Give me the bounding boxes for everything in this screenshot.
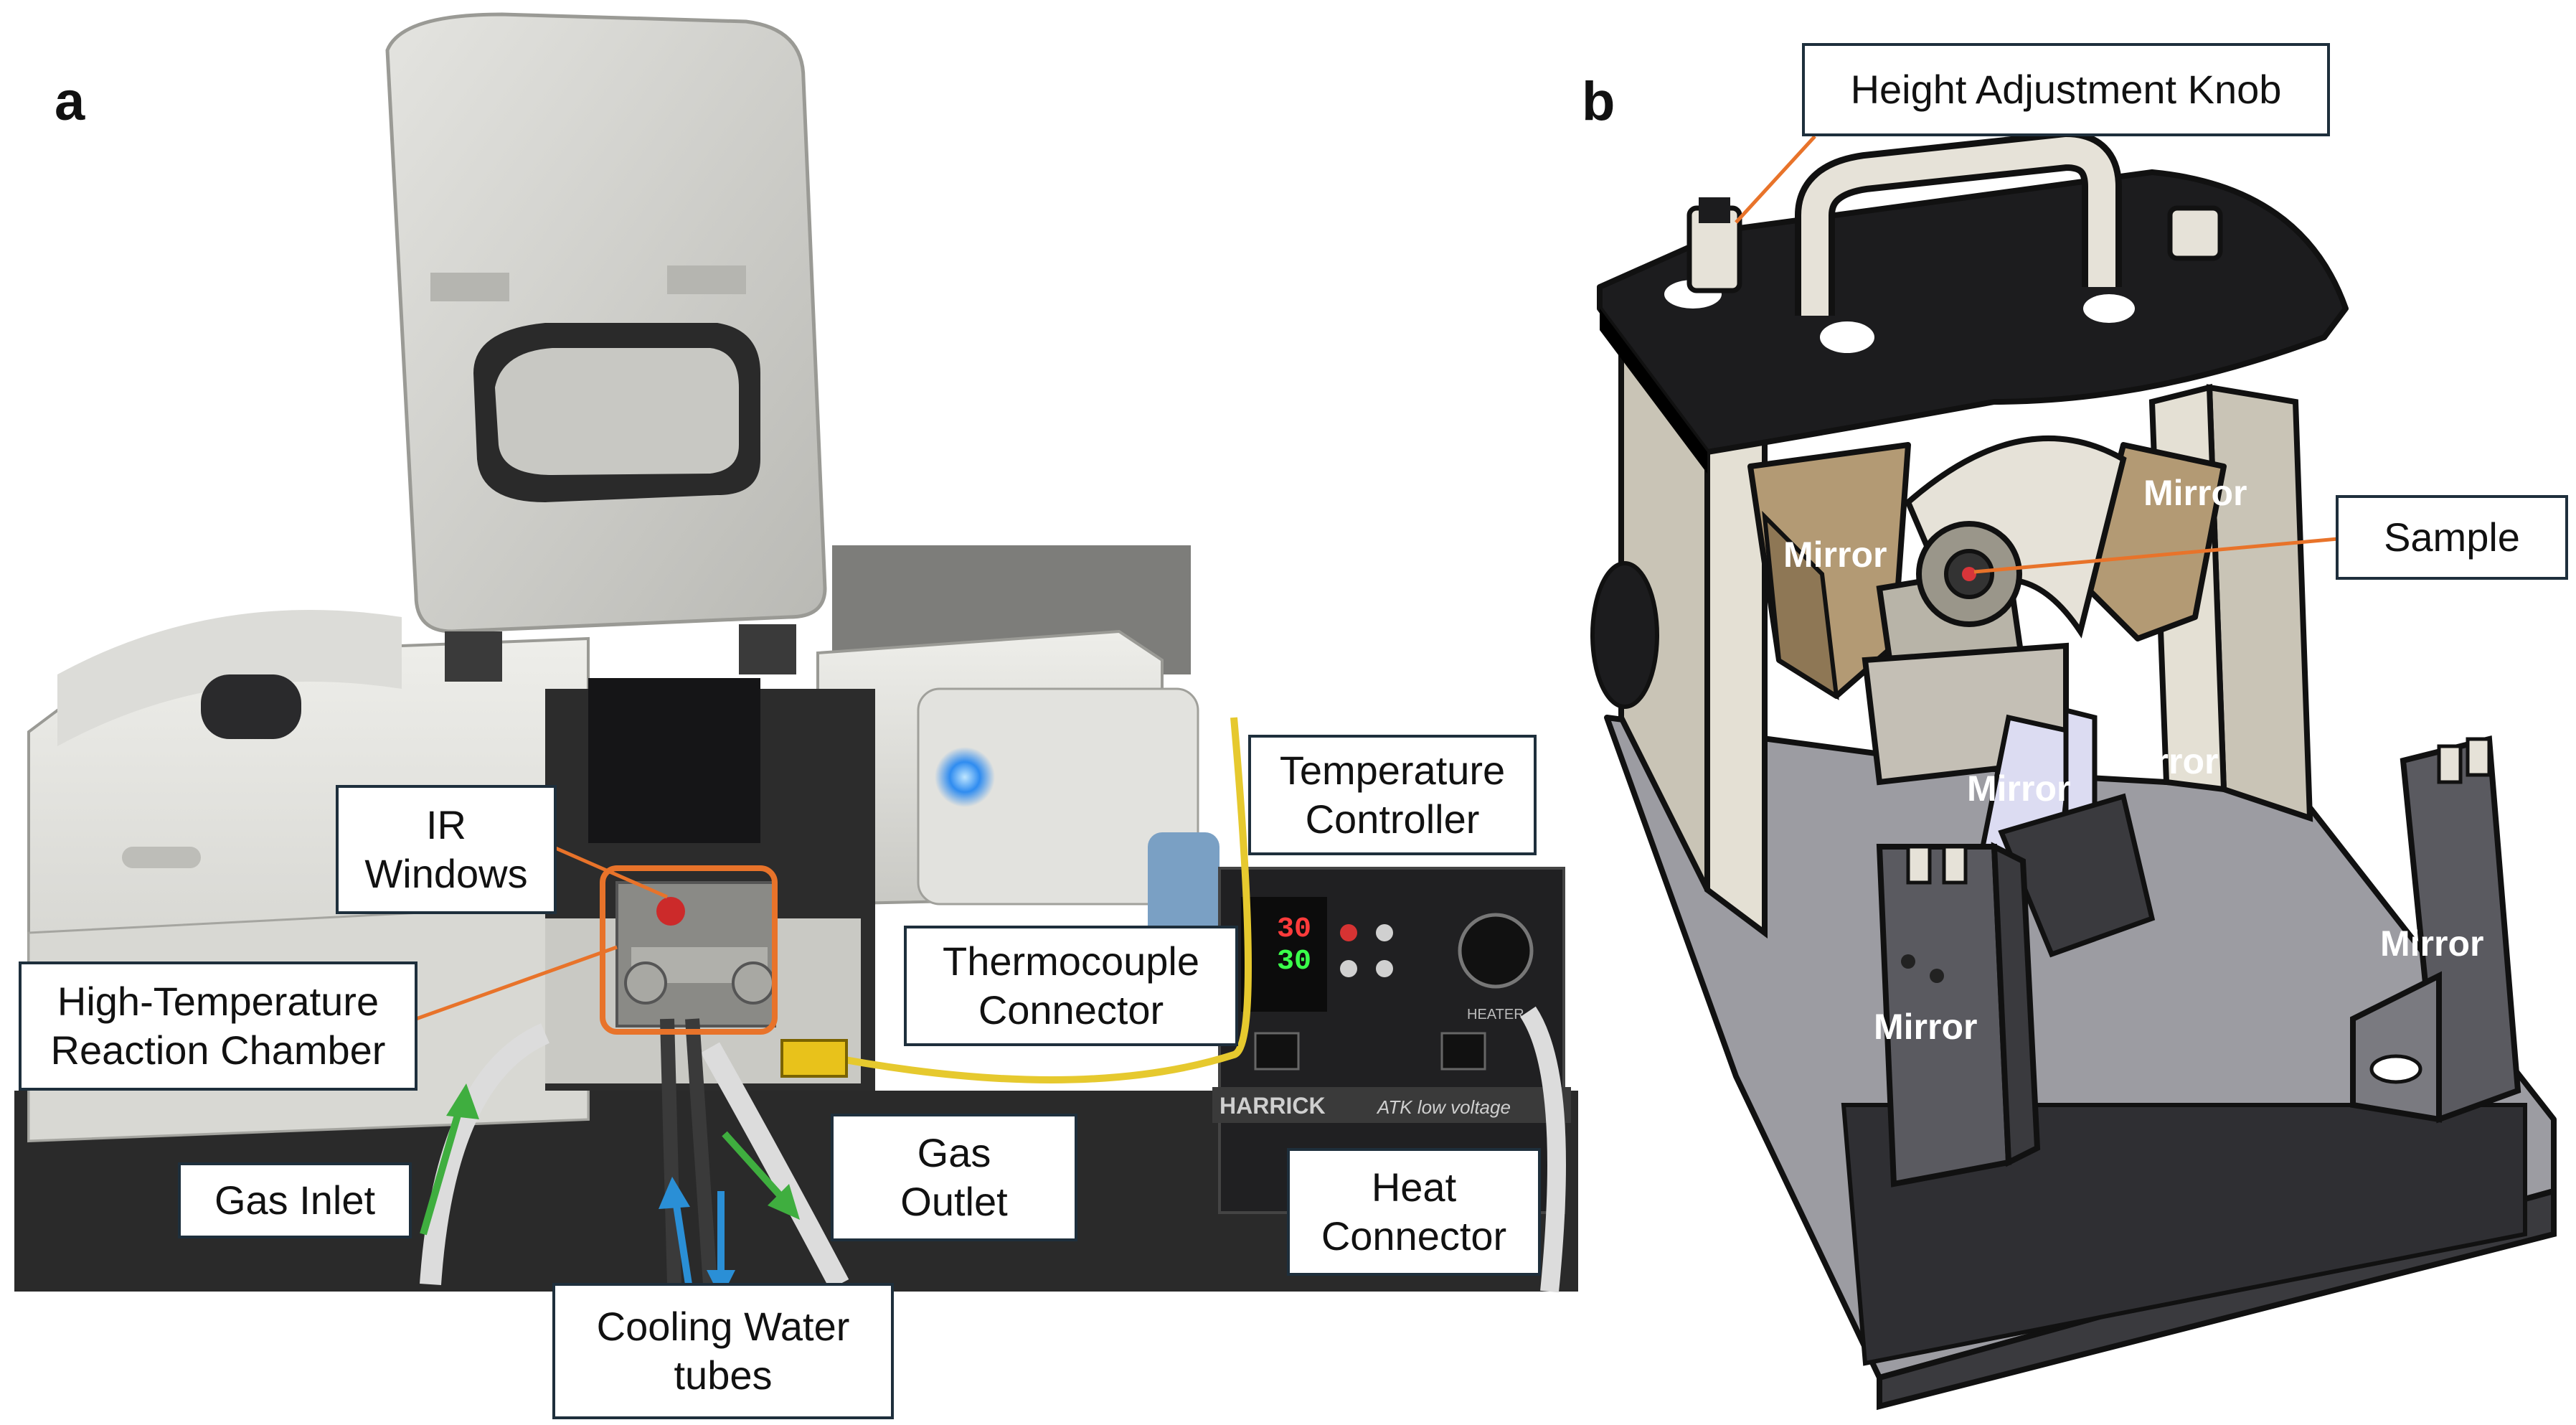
controller-pv: 30	[1277, 913, 1311, 946]
thermocouple-plug	[780, 1039, 848, 1078]
water-tube-2	[685, 1018, 717, 1285]
callout-gas-outlet: Gas Outlet	[831, 1114, 1077, 1241]
callout-heat-connector: Heat Connector	[1287, 1148, 1541, 1276]
mirror-label-center-right: Mirror	[2115, 741, 2219, 781]
gas-inlet-arrow	[420, 1096, 466, 1236]
mirror-label-post-left: Mirror	[1874, 1007, 1978, 1047]
leader-chamber	[415, 945, 618, 1021]
side-knob	[1590, 561, 1659, 709]
callout-sample: Sample	[2336, 495, 2568, 580]
leader-height-knob	[1735, 135, 1816, 224]
sample-dot	[1962, 567, 1976, 581]
right-top-knob	[2167, 205, 2223, 261]
chamber-highlight	[600, 865, 778, 1035]
callout-gas-inlet: Gas Inlet	[178, 1162, 412, 1238]
heater-label: HEATER	[1467, 1007, 1524, 1022]
callout-cooling-water-tubes: Cooling Water tubes	[552, 1283, 894, 1419]
power-light	[935, 747, 995, 807]
water-tube-1	[660, 1018, 681, 1285]
panel-letter-a: a	[55, 71, 85, 132]
gas-outlet-arrow	[722, 1131, 792, 1208]
heat-cable	[1520, 1006, 1566, 1293]
mirror-label-post-right: Mirror	[2380, 923, 2484, 964]
callout-thermocouple-connector: Thermocouple Connector	[904, 926, 1238, 1046]
controller-brand: HARRICK	[1219, 1093, 1326, 1119]
thermocouple-cable	[817, 717, 1252, 1083]
top-plate	[1597, 169, 2349, 455]
callout-temperature-controller: Temperature Controller	[1248, 735, 1537, 855]
left-knob	[201, 674, 301, 739]
callout-reaction-chamber: High-Temperature Reaction Chamber	[19, 961, 417, 1091]
heater-knob	[1458, 913, 1534, 989]
callout-ir-windows: IR Windows	[336, 785, 557, 914]
mirror-label-center-left: Mirror	[1967, 768, 2071, 809]
controller-sv: 30	[1277, 946, 1311, 978]
mirror-label-right-top: Mirror	[2143, 473, 2247, 513]
gas-outlet-tube	[700, 1042, 849, 1290]
leader-sample	[1973, 536, 2346, 574]
callout-height-adjustment-knob: Height Adjustment Knob	[1802, 43, 2330, 136]
panel-letter-b: b	[1582, 71, 1615, 132]
mirror-label-left: Mirror	[1783, 535, 1887, 575]
controller-model: ATK low voltage	[1376, 1096, 1511, 1118]
black-plate	[588, 678, 760, 843]
leader-ir-windows	[551, 845, 669, 899]
right-module	[917, 687, 1199, 906]
